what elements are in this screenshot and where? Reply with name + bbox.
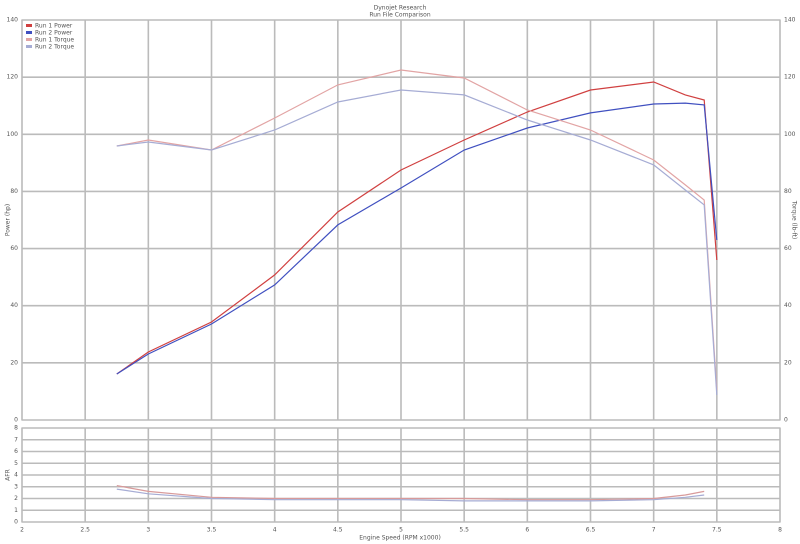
y2-tick-label: 100	[784, 131, 796, 138]
x-tick-label: 5	[399, 527, 403, 534]
y-axis-label: Power (hp)	[5, 204, 12, 236]
legend-label: Run 2 Torque	[35, 44, 74, 51]
y-tick-label: 0	[14, 417, 18, 424]
y-tick-label: 120	[7, 74, 19, 81]
y-tick-label: 100	[7, 131, 19, 138]
y-tick-label: 7	[14, 436, 18, 443]
x-tick-label: 2	[20, 527, 24, 534]
y2-tick-label: 0	[784, 417, 788, 424]
x-tick-label: 2.5	[80, 527, 90, 534]
data-line	[116, 485, 705, 501]
legend-label: Run 2 Power	[35, 30, 73, 37]
data-line	[116, 102, 718, 375]
x-tick-label: 7.5	[712, 527, 722, 534]
x-tick-label: 4.5	[333, 527, 343, 534]
legend-label: Run 1 Torque	[35, 37, 74, 44]
y-tick-label: 1	[14, 507, 18, 514]
y2-tick-label: 60	[784, 245, 792, 252]
y-tick-label: 140	[7, 17, 19, 24]
y-tick-label: 2	[14, 495, 18, 502]
chart-subtitle: Run File Comparison	[369, 12, 430, 19]
y-tick-label: 5	[14, 460, 18, 467]
x-tick-label: 3.5	[207, 527, 217, 534]
x-tick-label: 3	[146, 527, 150, 534]
y-tick-label: 4	[14, 472, 18, 479]
y-tick-label: 8	[14, 425, 18, 432]
x-tick-label: 8	[778, 527, 782, 534]
y2-tick-label: 140	[784, 17, 796, 24]
y-tick-label: 6	[14, 448, 18, 455]
y-tick-label: 20	[10, 359, 18, 366]
y-tick-label: 60	[10, 245, 18, 252]
legend-swatch	[26, 31, 32, 34]
data-line	[116, 488, 705, 502]
x-tick-label: 6.5	[586, 527, 596, 534]
y-tick-label: 0	[14, 519, 18, 526]
y-tick-label: 80	[10, 188, 18, 195]
data-line	[116, 89, 718, 395]
legend-swatch	[26, 24, 32, 27]
y2-tick-label: 120	[784, 74, 796, 81]
chart-title: Dynojet Research	[374, 5, 427, 12]
y-tick-label: 40	[10, 302, 18, 309]
y-axis-label: AFR	[5, 469, 12, 481]
y2-tick-label: 40	[784, 302, 792, 309]
y2-tick-label: 20	[784, 359, 792, 366]
legend-label: Run 1 Power	[35, 23, 73, 30]
x-tick-label: 7	[652, 527, 656, 534]
x-tick-label: 6	[525, 527, 529, 534]
y2-axis-label: Torque (lb-ft)	[791, 200, 798, 240]
x-axis-label: Engine Speed (RPM x1000)	[359, 535, 441, 542]
legend-swatch	[26, 38, 32, 41]
data-line	[116, 81, 718, 375]
y-tick-label: 3	[14, 483, 18, 490]
x-tick-label: 4	[273, 527, 277, 534]
legend-swatch	[26, 45, 32, 48]
x-tick-label: 5.5	[459, 527, 469, 534]
y2-tick-label: 80	[784, 188, 792, 195]
data-line	[116, 69, 718, 391]
